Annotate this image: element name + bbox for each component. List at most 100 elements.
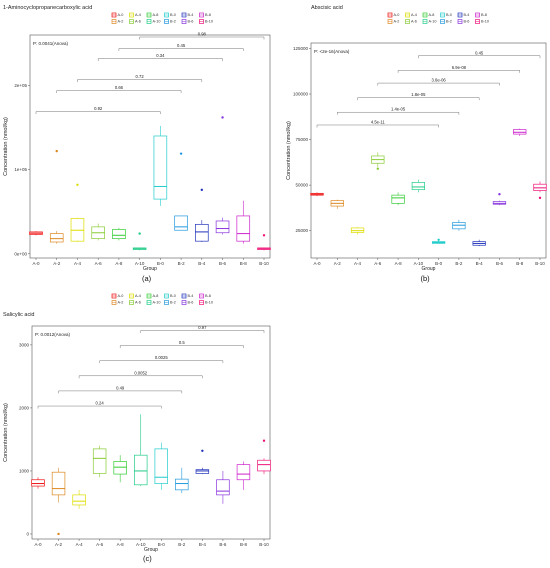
- comparison-bracket: 0.45: [418, 50, 541, 59]
- legend-label: B-0: [170, 294, 176, 298]
- y-tick-label: 75000: [295, 137, 308, 142]
- box-B-0: [153, 125, 168, 206]
- chart-title: 1-Aminocyclopropanecarboxylic acid: [3, 5, 92, 11]
- legend-label: A-0: [118, 13, 124, 17]
- box-A-2: [49, 149, 64, 244]
- comparison-pvalue: 0.0052: [134, 370, 147, 375]
- legend-label: A-10: [153, 301, 161, 305]
- legend-label: B-8: [205, 13, 211, 17]
- x-tick-label: B-6: [219, 261, 227, 266]
- chart-title: Salicylic acid: [3, 312, 34, 318]
- legend-label: B-10: [205, 20, 213, 24]
- comparison-bracket: 3.6e-06: [377, 78, 500, 86]
- outlier-point: [201, 449, 204, 452]
- bracket-line: [56, 90, 182, 94]
- comparison-bracket: 0.0052: [78, 370, 203, 379]
- box-body: [112, 229, 126, 239]
- box-A-2: [330, 199, 344, 209]
- box-B-2: [175, 467, 189, 493]
- comparison-bracket: 0.49: [58, 385, 183, 394]
- x-tick-label: A-10: [135, 261, 145, 266]
- box-body: [195, 223, 209, 242]
- box-body: [92, 448, 107, 474]
- comparison-pvalue: 0.34: [156, 53, 165, 58]
- box-body: [236, 464, 251, 481]
- comparison-pvalue: 6.9e-08: [452, 65, 467, 70]
- outlier-point: [376, 167, 380, 170]
- x-tick-label: B-10: [259, 542, 269, 547]
- box-body: [113, 461, 127, 475]
- y-tick-label: 0e+00: [14, 251, 27, 256]
- x-tick-label: B-4: [199, 542, 207, 547]
- legend-label: A-10: [429, 20, 437, 24]
- y-tick-label: 125000: [293, 46, 309, 51]
- box-body: [175, 478, 189, 491]
- box-A-4: [70, 183, 85, 243]
- legend-label: A-4: [135, 13, 141, 17]
- box-B-2: [174, 152, 188, 231]
- anova-pvalue: P: <2e-16(Anova): [314, 49, 350, 54]
- box-body: [51, 471, 66, 496]
- bracket-line: [357, 97, 480, 101]
- x-tick-label: B-8: [240, 261, 248, 266]
- legend-label: A-0: [118, 294, 124, 298]
- legend-label: A-4: [411, 13, 417, 17]
- panel-label: (a): [142, 274, 152, 283]
- outlier-point: [262, 234, 266, 237]
- legend-label: A-8: [153, 13, 159, 17]
- x-tick-label: B-4: [476, 261, 484, 266]
- legend-label: B-8: [205, 294, 211, 298]
- box-B-4: [195, 449, 210, 475]
- comparison-pvalue: 0.97: [198, 325, 207, 330]
- legend-label: A-6: [135, 20, 141, 24]
- box-B-8: [236, 200, 251, 244]
- x-tick-label: B-2: [455, 261, 463, 266]
- bracket-line: [316, 124, 439, 128]
- legend-label: B-4: [188, 294, 194, 298]
- outlier-point: [57, 532, 60, 536]
- outlier-point: [538, 196, 542, 200]
- outlier-point: [437, 238, 440, 241]
- box-A-8: [113, 455, 127, 483]
- box-A-8: [112, 227, 126, 241]
- panel-label: (c): [143, 554, 152, 563]
- bracket-line: [37, 405, 162, 409]
- x-tick-label: B-0: [158, 542, 166, 547]
- bracket-line: [35, 111, 161, 115]
- comparison-pvalue: 0.0025: [155, 355, 168, 360]
- comparison-bracket: 0.97: [140, 325, 265, 333]
- legend-label: A-8: [429, 13, 435, 17]
- chart-title: Abscisic acid: [311, 5, 343, 11]
- comparison-pvalue: 0.66: [115, 85, 124, 90]
- bracket-line: [140, 330, 265, 333]
- box-A-8: [391, 192, 405, 206]
- x-tick-label: A-4: [74, 261, 82, 266]
- comparison-bracket: 0.92: [35, 106, 161, 115]
- y-tick-label: 2e+05: [14, 83, 27, 88]
- x-tick-label: B-10: [259, 261, 269, 266]
- box-A-6: [92, 445, 107, 478]
- y-tick-label: 1000: [19, 468, 30, 473]
- box-A-0: [29, 231, 43, 236]
- x-tick-label: B-0: [435, 261, 443, 266]
- x-tick-label: A-2: [334, 261, 342, 266]
- legend-label: B-2: [446, 20, 452, 24]
- box-B-6: [216, 470, 230, 504]
- x-tick-label: A-6: [95, 261, 103, 266]
- box-body: [391, 194, 405, 204]
- bracket-line: [58, 390, 183, 394]
- x-tick-label: B-4: [198, 261, 206, 266]
- bracket-line: [77, 79, 203, 83]
- box-body: [31, 479, 45, 487]
- outlier-point: [200, 188, 204, 192]
- legend-label: B-2: [170, 301, 176, 305]
- comparison-bracket: 0.66: [56, 85, 182, 94]
- comparison-pvalue: 0.92: [94, 106, 103, 111]
- box-B-10: [257, 439, 271, 475]
- box-A-6: [91, 223, 105, 241]
- x-tick-label: A-4: [76, 542, 84, 547]
- comparison-pvalue: 3.6e-06: [432, 78, 447, 83]
- legend-label: A-4: [135, 294, 141, 298]
- legend-label: A-0: [394, 13, 400, 17]
- comparison-bracket: 1.8e-05: [357, 92, 480, 101]
